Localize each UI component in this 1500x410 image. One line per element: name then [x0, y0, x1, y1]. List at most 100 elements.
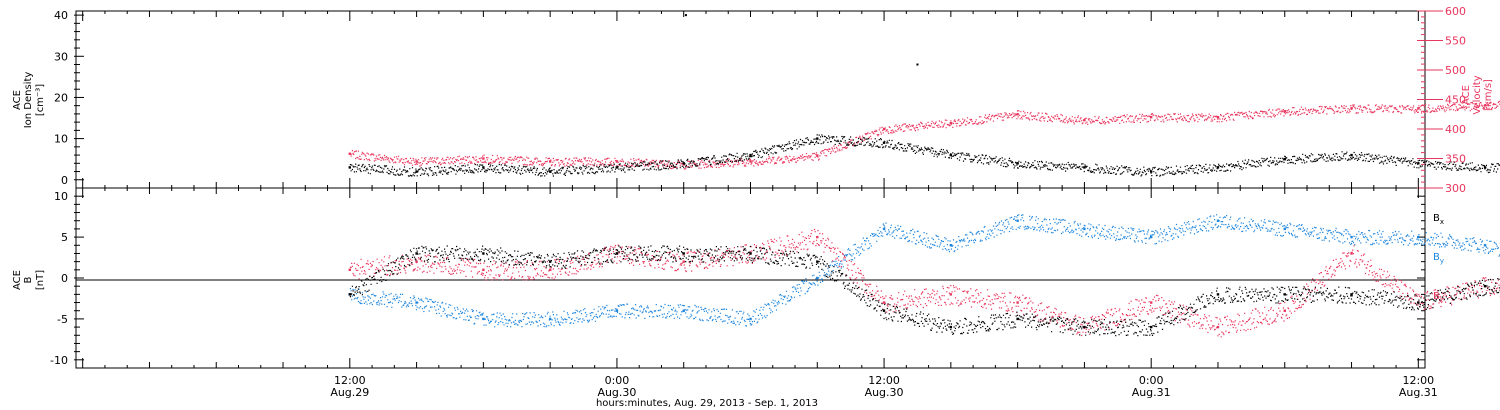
density-series-point [1417, 162, 1420, 165]
bottom-left-ytick-label: 0 [61, 272, 68, 285]
x-tick-date-label: Aug.30 [597, 386, 636, 399]
by-series-point [682, 309, 685, 312]
bz-series-point [682, 260, 685, 263]
x-tick-time-label: 12:00 [868, 374, 900, 387]
top-right-ytick-label: 400 [1445, 123, 1466, 136]
density-series-scatter [349, 134, 1500, 177]
top-right-ytick-label: 450 [1445, 94, 1466, 107]
density-series-point [1016, 162, 1019, 165]
bz-series-point [816, 235, 819, 239]
bottom-left-ytick-label: 10 [54, 190, 68, 203]
top-right-ylabel-line1: ACE [1461, 85, 1472, 105]
by-series-point [1483, 244, 1487, 247]
bottom-left-ytick-label: 5 [61, 231, 68, 244]
x-tick-date-label: Aug.31 [1399, 386, 1438, 399]
velocity-series-point [1417, 107, 1420, 110]
bx-series-point [1283, 293, 1286, 296]
bz-series-point [1149, 301, 1153, 304]
density-outlier-point [916, 63, 919, 66]
bottom-left-ylabel-line1: ACE [12, 270, 23, 290]
bz-series-point [1216, 325, 1220, 329]
bx-series-point [682, 252, 685, 255]
density-series-point [1350, 153, 1353, 157]
top-right-ytick-label: 550 [1445, 35, 1466, 48]
by-series-point [816, 276, 819, 280]
legend-bz-text: B [1433, 291, 1440, 302]
legend-by: By [1433, 252, 1444, 265]
by-series-point [548, 317, 552, 321]
top-right-ylabel-line2: Velocity [1472, 75, 1483, 114]
bz-series-point [949, 293, 953, 296]
bx-series-point [1350, 293, 1353, 296]
top-left-ytick-label: 20 [54, 91, 68, 104]
bz-series-point [882, 301, 886, 304]
by-series-point [1417, 235, 1420, 239]
by-series-point [1149, 235, 1153, 239]
bx-series-point [1083, 325, 1086, 329]
top-right-ylabel: ACE Velocity [km/s] [1461, 75, 1494, 114]
bz-series-point [1016, 301, 1019, 304]
legend-by-sub: y [1440, 257, 1444, 265]
top-right-ytick-label: 500 [1445, 64, 1466, 77]
density-series-point [749, 153, 752, 157]
top-right-ylabel-line3: [km/s] [1483, 79, 1494, 111]
top-right-ytick-label: 600 [1445, 5, 1466, 18]
by-series-point [415, 301, 418, 304]
velocity-series-point [1283, 110, 1286, 113]
top-left-ytick-label: 40 [54, 9, 68, 22]
legend-bx-sub: x [1440, 218, 1444, 226]
bx-series-point [949, 325, 953, 329]
density-series-point [816, 137, 819, 140]
bx-series-point [415, 252, 418, 255]
top-left-ylabel-line2: Ion Density [23, 72, 34, 129]
bz-series-point [415, 260, 418, 263]
top-right-ytick-label: 350 [1445, 153, 1466, 166]
legend-by-text: B [1433, 252, 1440, 263]
velocity-series-point [816, 154, 819, 157]
x-tick-date-label: Aug.31 [1132, 386, 1171, 399]
velocity-series-point [1350, 107, 1353, 110]
top-left-ytick-label: 10 [54, 133, 68, 146]
x-tick-date-label: Aug.30 [865, 386, 904, 399]
bz-series-point [548, 268, 552, 272]
bottom-left-ytick-label: -5 [57, 313, 68, 326]
top-left-ytick-label: 0 [61, 174, 68, 187]
velocity-series-point [482, 157, 485, 160]
bz-series-point [1350, 252, 1353, 255]
by-series-point [1016, 219, 1019, 222]
bx-series-scatter [349, 245, 1500, 337]
bx-series-point [548, 260, 552, 263]
bx-series-point [816, 260, 819, 263]
top-left-ylabel: ACE Ion Density [cm⁻³] [12, 72, 46, 129]
by-series-point [1350, 235, 1353, 239]
bx-series-point [882, 309, 886, 312]
x-tick-time-label: 0:00 [1139, 374, 1164, 387]
x-axis-title: hours:minutes, Aug. 29, 2013 - Sep. 1, 2… [596, 398, 818, 409]
x-tick-date-label: Aug.29 [330, 386, 369, 399]
bottom-panel-ticks: -10 -5 0 5 10 [50, 190, 1425, 367]
top-panel-ticks: 0 10 20 30 40 300 350 400 450 500 550 600 [54, 5, 1466, 195]
top-panel-series [348, 14, 1500, 177]
by-series-point [1283, 227, 1286, 231]
bx-series-point [615, 252, 619, 255]
bottom-left-ylabel: ACE B [nT] [12, 270, 46, 290]
x-axis-ticks: 12:00Aug.290:00Aug.3012:00Aug.300:00Aug.… [82, 11, 1438, 399]
bottom-left-ylabel-line2: B [23, 276, 34, 283]
bz-series-point [482, 268, 485, 272]
velocity-series-point [1216, 116, 1220, 119]
top-left-ylabel-line1: ACE [12, 90, 23, 110]
by-series-point [1216, 219, 1220, 222]
velocity-series-point [1016, 113, 1019, 116]
bx-series-point [1483, 284, 1487, 288]
velocity-series-point [949, 121, 953, 125]
density-outlier-point [684, 14, 687, 17]
legend-bz-sub: z [1440, 296, 1444, 304]
bottom-left-ytick-label: -10 [50, 354, 68, 367]
density-series-point [348, 166, 352, 169]
density-series-point [682, 162, 685, 165]
by-series-point [882, 227, 886, 231]
by-series-point [482, 317, 485, 321]
velocity-series-point [415, 160, 418, 163]
velocity-series-point [1149, 116, 1153, 119]
bz-series-point [1283, 309, 1286, 312]
